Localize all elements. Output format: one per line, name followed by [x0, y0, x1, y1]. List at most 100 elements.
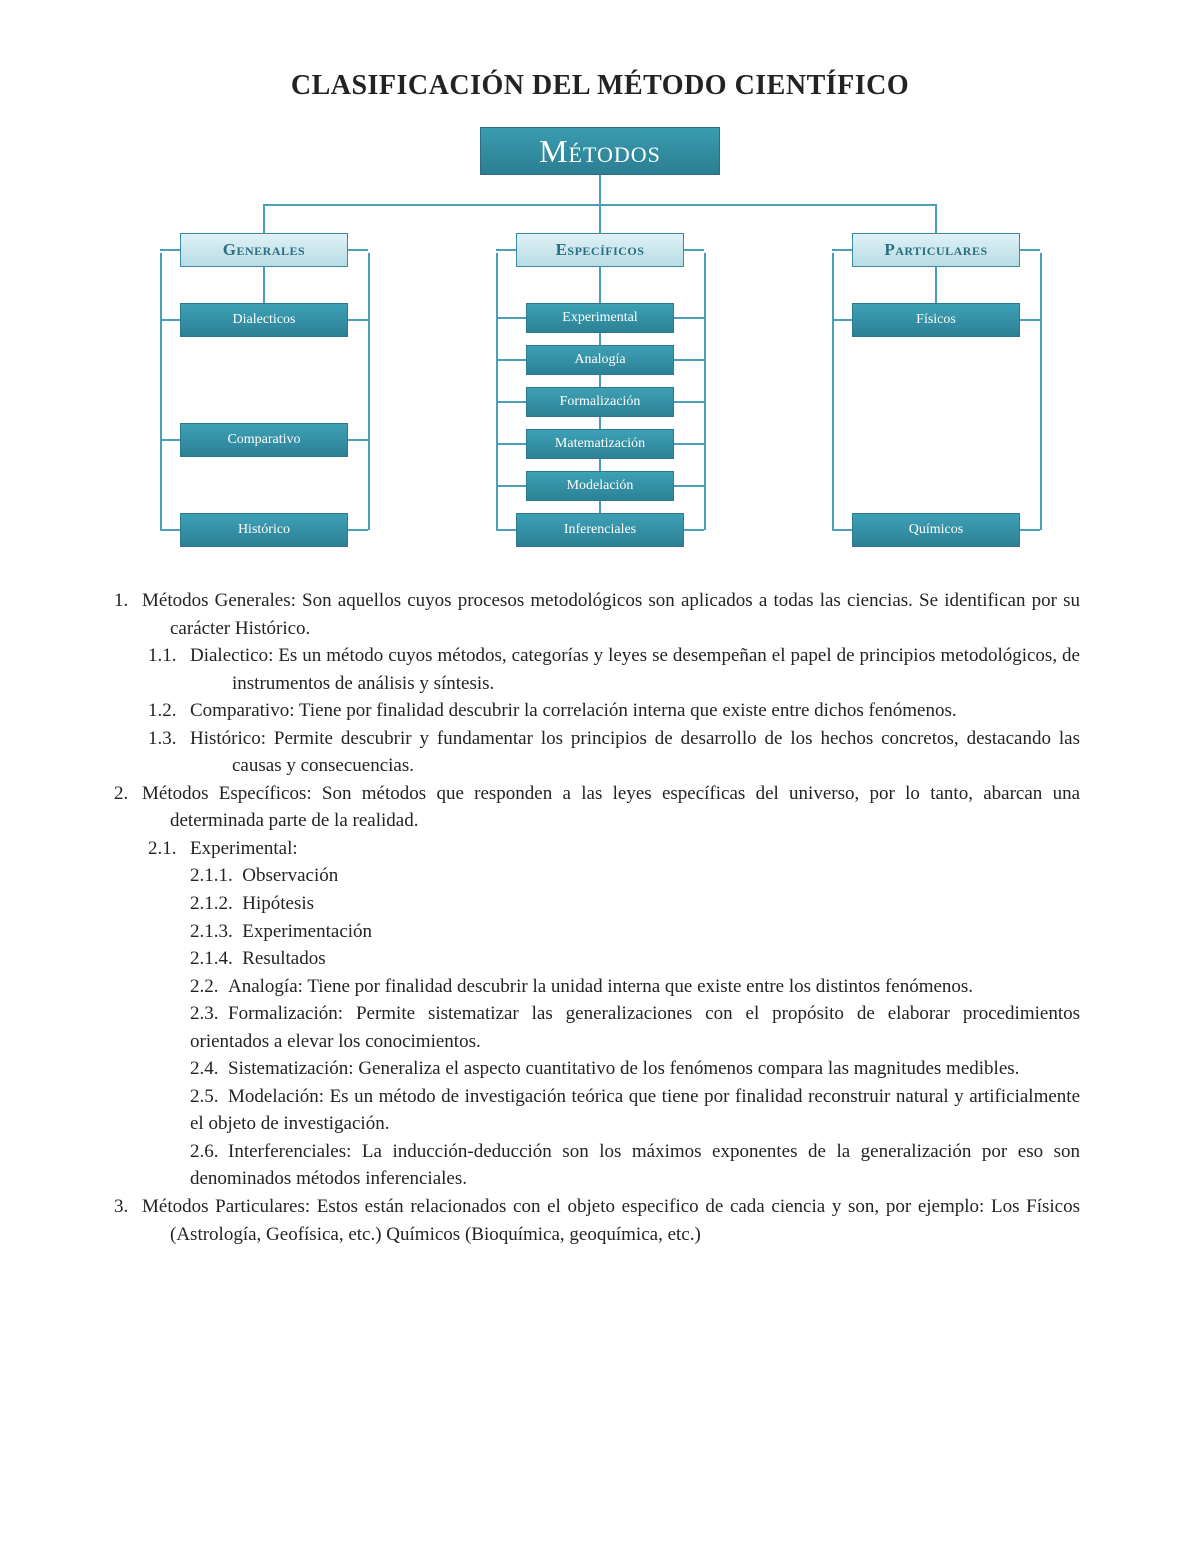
node-gen: Generales [180, 233, 348, 267]
node-label: Específicos [552, 240, 649, 260]
connector-line [1020, 529, 1040, 531]
node-label: Formalización [556, 394, 645, 410]
connector-line [160, 249, 180, 251]
node-e1: Experimental [526, 303, 674, 333]
page: CLASIFICACIÓN DEL MÉTODO CIENTÍFICO Méto… [0, 0, 1200, 1553]
connector-line [263, 267, 265, 303]
outline-text: Interferenciales: La inducción-deducción… [190, 1141, 1080, 1190]
connector-line [160, 529, 180, 531]
connector-line [348, 529, 368, 531]
node-par: Particulares [852, 233, 1020, 267]
connector-line [674, 401, 704, 403]
outline-item: 2.6. Interferenciales: La inducción-dedu… [120, 1138, 1080, 1193]
outline-text: Sistematización: Generaliza el aspecto c… [228, 1058, 1019, 1079]
node-p1: Físicos [852, 303, 1020, 337]
node-e4: Matematización [526, 429, 674, 459]
outline-item: 2.5. Modelación: Es un método de investi… [120, 1083, 1080, 1138]
connector-line [832, 529, 852, 531]
node-g2: Comparativo [180, 423, 348, 457]
node-label: Generales [219, 240, 309, 260]
outline-text: Métodos Generales: Son aquellos cuyos pr… [142, 590, 1080, 639]
connector-line [348, 319, 368, 321]
connector-line [674, 443, 704, 445]
connector-line [496, 529, 516, 531]
outline-item: 2.3. Formalización: Permite sistematizar… [120, 1000, 1080, 1055]
connector-line [684, 249, 704, 251]
connector-line [160, 439, 180, 441]
outline-text: Experimentación [242, 921, 372, 942]
connector-line [1040, 253, 1042, 530]
connector-line [263, 204, 265, 233]
connector-line [496, 317, 526, 319]
connector-line [684, 529, 704, 531]
connector-line [704, 253, 706, 530]
connector-line [1020, 319, 1040, 321]
connector-line [674, 359, 704, 361]
node-label: Matematización [551, 436, 649, 452]
connector-line [832, 253, 834, 530]
outline-number: 2.2. [190, 973, 228, 1001]
outline-text: Observación [242, 865, 338, 886]
page-title: CLASIFICACIÓN DEL MÉTODO CIENTÍFICO [120, 70, 1080, 102]
outline-text: Experimental: [190, 838, 298, 859]
connector-line [496, 249, 516, 251]
outline-text: Hipótesis [242, 893, 314, 914]
node-label: Modelación [563, 478, 638, 494]
node-label: Comparativo [223, 432, 304, 448]
outline-list: 1. Métodos Generales: Son aquellos cuyos… [120, 587, 1080, 1248]
connector-line [496, 253, 498, 530]
node-label: Físicos [912, 312, 960, 328]
node-e3: Formalización [526, 387, 674, 417]
connector-line [496, 485, 526, 487]
outline-item: 2. Métodos Específicos: Son métodos que … [120, 780, 1080, 835]
connector-line [1020, 249, 1040, 251]
node-label: Histórico [234, 522, 294, 538]
outline-number: 2.4. [190, 1055, 228, 1083]
node-e2: Analogía [526, 345, 674, 375]
connector-line [599, 175, 601, 204]
connector-line [348, 439, 368, 441]
outline-text: Histórico: Permite descubrir y fundament… [190, 728, 1080, 777]
connector-line [496, 443, 526, 445]
node-root: Métodos [480, 127, 720, 175]
node-e5: Modelación [526, 471, 674, 501]
node-e6: Inferenciales [516, 513, 684, 547]
node-label: Químicos [905, 522, 967, 538]
outline-item: 1.1. Dialectico: Es un método cuyos méto… [120, 642, 1080, 697]
outline-text: Modelación: Es un método de investigació… [190, 1086, 1080, 1135]
connector-line [674, 317, 704, 319]
outline-text: Analogía: Tiene por finalidad descubrir … [228, 976, 973, 997]
connector-line [674, 485, 704, 487]
outline-number: 2.5. [190, 1083, 228, 1111]
connector-line [832, 249, 852, 251]
connector-line [599, 267, 601, 303]
outline-item: 2.1.4. Resultados [120, 945, 1080, 973]
connector-line [832, 319, 852, 321]
node-g3: Histórico [180, 513, 348, 547]
outline-item: 1. Métodos Generales: Son aquellos cuyos… [120, 587, 1080, 642]
outline-item: 2.1.1. Observación [120, 862, 1080, 890]
node-g1: Dialecticos [180, 303, 348, 337]
connector-line [935, 267, 937, 303]
node-label: Dialecticos [229, 312, 300, 328]
connector-line [160, 319, 180, 321]
outline-item: 3. Métodos Particulares: Estos están rel… [120, 1193, 1080, 1248]
outline-text: Dialectico: Es un método cuyos métodos, … [190, 645, 1080, 694]
node-p2: Químicos [852, 513, 1020, 547]
node-esp: Específicos [516, 233, 684, 267]
connector-line [348, 249, 368, 251]
outline-text: Comparativo: Tiene por finalidad descubr… [190, 700, 957, 721]
outline-number: 2.6. [190, 1138, 228, 1166]
outline-item: 1.2. Comparativo: Tiene por finalidad de… [120, 697, 1080, 725]
outline-text: Métodos Particulares: Estos están relaci… [142, 1196, 1080, 1245]
connector-line [368, 253, 370, 530]
outline-item: 2.1.2. Hipótesis [120, 890, 1080, 918]
node-label: Inferenciales [560, 522, 640, 538]
outline-item: 2.2. Analogía: Tiene por finalidad descu… [120, 973, 1080, 1001]
outline-item: 2.4. Sistematización: Generaliza el aspe… [120, 1055, 1080, 1083]
connector-line [496, 401, 526, 403]
connector-line [496, 359, 526, 361]
outline-text: Resultados [242, 948, 325, 969]
outline-number: 2.3. [190, 1000, 228, 1028]
connector-line [160, 253, 162, 530]
